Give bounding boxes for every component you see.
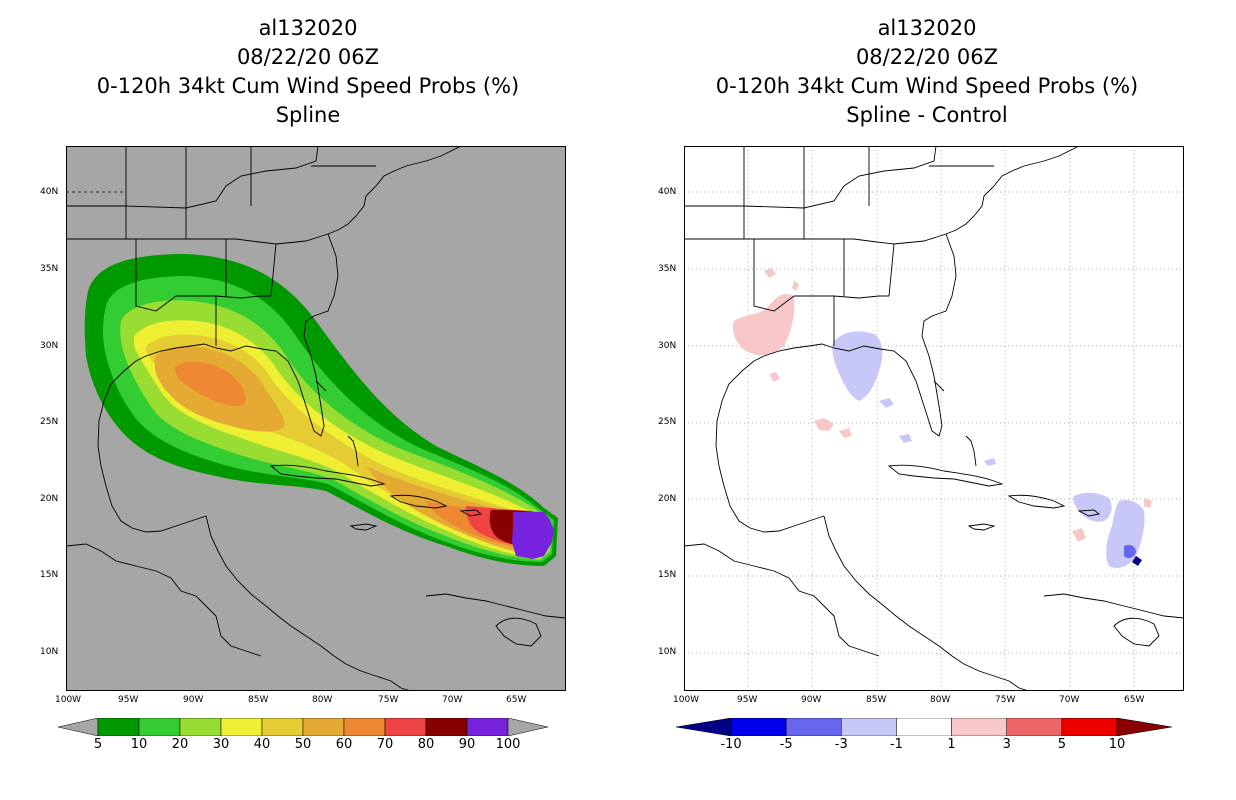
right-difference-map [684,146,1184,691]
left-coastlines [66,146,566,691]
left-lon-label-90: 90W [183,695,204,705]
right-lat-label-20: 20N [658,494,677,504]
left-colorbar-label: 5 [93,737,103,752]
right-colorbar-label: 5 [1057,737,1066,752]
right-colorbar-label: 10 [1108,737,1126,752]
right-colorbar-segment [730,717,787,737]
left-colorbar-segment [343,717,386,737]
right-lon-label-85: 85W [866,695,887,705]
left-colorbar-label: 20 [171,737,189,752]
left-map-frame [66,146,566,691]
right-colorbar-label: -1 [889,737,903,752]
left-colorbar-end-low [57,717,99,737]
right-colorbar-segment [896,717,952,737]
left-colorbar-segment [97,717,140,737]
left-colorbar-segment [384,717,427,737]
left-panel-title: al132020 08/22/20 06Z 0-120h 34kt Cum Wi… [8,14,608,130]
left-colorbar: 5 10 20 30 40 50 60 70 80 90 100 [57,717,549,758]
left-colorbar-label: 90 [458,737,476,752]
right-colorbar-label: 1 [947,737,956,752]
right-map-background [684,146,1184,691]
left-datetime: 08/22/20 06Z [236,45,380,69]
left-colorbar-label: 100 [495,737,521,752]
left-colorbar-segment [179,717,222,737]
left-probability-map [66,146,566,691]
left-colorbar-label: 10 [130,737,148,752]
left-lon-label-85: 85W [248,695,269,705]
left-colorbar-label: 70 [376,737,394,752]
left-lat-label-35: 35N [40,264,59,274]
left-lat-label-10: 10N [40,647,59,657]
right-lon-label-100: 100W [673,695,700,705]
left-colorbar-label: 60 [335,737,353,752]
right-colorbar-segment [951,717,1007,737]
right-lat-label-25: 25N [658,417,677,427]
left-lat-label-30: 30N [40,341,59,351]
right-colorbar-svg [675,717,1173,737]
left-lon-label-70: 70W [442,695,463,705]
left-colorbar-label: 80 [417,737,435,752]
left-colorbar-end-high [507,717,549,737]
right-lon-label-95: 95W [737,695,758,705]
right-lon-label-65: 65W [1124,695,1145,705]
right-panel-title: al132020 08/22/20 06Z 0-120h 34kt Cum Wi… [627,14,1227,130]
right-lat-label-15: 15N [658,570,677,580]
left-colorbar-segment [466,717,509,737]
left-lon-label-80: 80W [312,695,333,705]
right-lon-label-80: 80W [930,695,951,705]
left-colorbar-segment [302,717,345,737]
left-lon-label-65: 65W [506,695,527,705]
left-colorbar-label: 40 [253,737,271,752]
right-lat-label-10: 10N [658,647,677,657]
right-lon-label-70: 70W [1059,695,1080,705]
right-storm-id: al132020 [877,16,977,40]
left-product-title: 0-120h 34kt Cum Wind Speed Probs (%) [96,74,520,98]
right-map-frame [684,146,1184,691]
left-storm-id: al132020 [258,16,358,40]
left-colorbar-svg [57,717,549,737]
left-lon-label-95: 95W [118,695,139,705]
left-lat-label-20: 20N [40,494,59,504]
left-method: Spline [275,103,341,127]
right-lat-label-40: 40N [658,187,677,197]
left-lat-label-25: 25N [40,417,59,427]
left-colorbar-label: 30 [212,737,230,752]
right-product-title: 0-120h 34kt Cum Wind Speed Probs (%) [715,74,1139,98]
right-difference-patches [732,268,1152,568]
left-lon-label-75: 75W [378,695,399,705]
right-colorbar-label: -10 [720,737,742,752]
left-colorbar-segment [425,717,468,737]
right-method: Spline - Control [846,103,1008,127]
left-colorbar-segment [261,717,304,737]
right-lon-label-90: 90W [801,695,822,705]
right-datetime: 08/22/20 06Z [855,45,999,69]
left-colorbar-segment [220,717,263,737]
right-lon-label-75: 75W [995,695,1016,705]
right-colorbar-segment [1061,717,1118,737]
right-lat-label-30: 30N [658,341,677,351]
right-colorbar-segment [785,717,842,737]
right-colorbar-segment [1006,717,1063,737]
right-colorbar-label: -3 [834,737,848,752]
right-colorbar-end-low [675,717,732,737]
right-colorbar-label: -5 [779,737,793,752]
right-colorbar-end-high [1116,717,1173,737]
left-lat-label-40: 40N [40,187,59,197]
left-lon-label-100: 100W [55,695,82,705]
left-colorbar-segment [138,717,181,737]
right-colorbar-label: 3 [1002,737,1011,752]
left-lat-label-15: 15N [40,570,59,580]
right-lat-label-35: 35N [658,264,677,274]
left-colorbar-label: 50 [294,737,312,752]
right-colorbar-segment [841,717,897,737]
right-coastlines [684,146,1184,691]
right-colorbar: -10 -5 -3 -1 1 3 5 10 [675,717,1173,758]
